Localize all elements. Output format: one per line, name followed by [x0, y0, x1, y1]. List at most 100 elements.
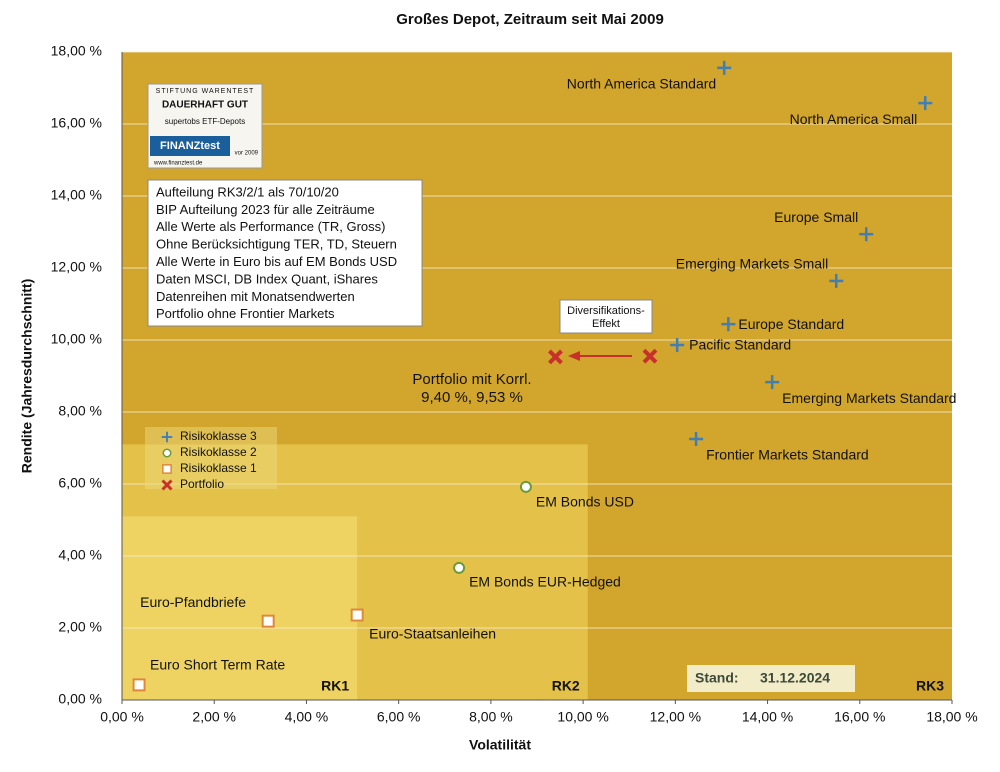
marker [132, 678, 146, 692]
y-tick-label: 8,00 % [58, 403, 102, 419]
point-label: Pacific Standard [689, 337, 791, 353]
x-tick-label: 16,00 % [834, 709, 885, 725]
x-tick-label: 6,00 % [377, 709, 421, 725]
marker [261, 614, 275, 628]
legend-label: Portfolio [180, 477, 224, 491]
marker-part [453, 561, 466, 574]
point-label: Europe Small [774, 209, 858, 225]
marker-part [132, 678, 146, 692]
marker-part [161, 479, 173, 491]
marker [642, 348, 658, 364]
note-line: Portfolio ohne Frontier Markets [156, 306, 335, 321]
marker [765, 375, 780, 390]
marker-part [162, 464, 172, 474]
point-label: North America Standard [567, 76, 716, 92]
note-line: Aufteilung RK3/2/1 als 70/10/20 [156, 184, 339, 199]
legend-label: Risikoklasse 2 [180, 445, 257, 459]
marks: North America Standard North America Smal… [132, 60, 956, 692]
portfolio-annotation: 9,40 %, 9,53 % [421, 389, 523, 406]
badge-subject: supertobs ETF-Depots [165, 117, 245, 126]
x-tick-label: 4,00 % [285, 709, 329, 725]
marker [717, 60, 732, 75]
marker [453, 561, 466, 574]
x-tick-label: 12,00 % [650, 709, 701, 725]
marker [350, 608, 364, 622]
portfolio-annotation: Portfolio mit Korrl. [412, 371, 531, 388]
zone-label: RK2 [552, 678, 580, 694]
point-label: Europe Standard [738, 316, 844, 332]
marker [161, 479, 173, 491]
x-tick-label: 18,00 % [926, 709, 977, 725]
y-tick-label: 14,00 % [51, 187, 102, 203]
stand-label: Stand: [695, 670, 739, 686]
y-tick-label: 4,00 % [58, 547, 102, 563]
point-label: Frontier Markets Standard [706, 447, 869, 463]
marker-part [350, 608, 364, 622]
marker-part [261, 614, 275, 628]
badge-brand-box [150, 136, 230, 156]
point-label: Emerging Markets Standard [782, 390, 956, 406]
diversification-box [559, 299, 653, 334]
note-line: Daten MSCI, DB Index Quant, iShares [156, 271, 378, 286]
point-label: Emerging Markets Small [676, 256, 829, 272]
marker-part [519, 480, 532, 493]
note-line: Datenreihen mit Monatsendwerten [156, 289, 355, 304]
marker [162, 464, 172, 474]
y-tick-label: 18,00 % [51, 43, 102, 59]
point-label: EM Bonds EUR-Hedged [469, 574, 621, 590]
marker [670, 338, 685, 353]
badge: STIFTUNG WARENTEST DAUERHAFT GUT superto… [147, 83, 263, 169]
point-label: EM Bonds USD [536, 494, 634, 510]
diversification-note: Diversifikations- [567, 305, 645, 317]
chart-title: Großes Depot, Zeitraum seit Mai 2009 [396, 11, 664, 28]
legend: Risikoklasse 3 Risikoklasse 2 Risikoklasse… [161, 429, 257, 491]
diversification-note: Effekt [592, 318, 620, 330]
notes: Aufteilung RK3/2/1 als 70/10/20 BIP Aufte… [156, 184, 397, 321]
arrow-head [568, 351, 580, 361]
x-tick-label: 10,00 % [557, 709, 608, 725]
marker-part [642, 348, 658, 364]
badge-brand: FINANZtest [160, 140, 220, 152]
zone-label: RK1 [321, 678, 349, 694]
marker [918, 96, 933, 111]
marker-part [548, 349, 563, 365]
marker [548, 349, 563, 365]
badge-rating: DAUERHAFT GUT [162, 100, 248, 111]
x-tick-label: 0,00 % [100, 709, 144, 725]
x-tick-label: 2,00 % [192, 709, 236, 725]
marker-part [162, 448, 172, 458]
note-line: Alle Werte als Performance (TR, Gross) [156, 219, 385, 234]
x-tick-label: 8,00 % [469, 709, 513, 725]
x-tick-label: 14,00 % [742, 709, 793, 725]
marker [161, 431, 173, 443]
y-tick-label: 0,00 % [58, 691, 102, 707]
marker [689, 432, 704, 446]
y-tick-label: 10,00 % [51, 331, 102, 347]
marker [519, 480, 532, 493]
badge-url: www.finanztest.de [153, 161, 203, 167]
zone-label: RK3 [916, 678, 944, 694]
y-tick-label: 6,00 % [58, 475, 102, 491]
note-line: BIP Aufteilung 2023 für alle Zeiträume [156, 202, 375, 217]
stand-box [687, 665, 855, 692]
marker [721, 317, 736, 332]
marker [162, 448, 172, 458]
note-line: Ohne Berücksichtigung TER, TD, Steuern [156, 237, 397, 252]
zone [122, 516, 358, 700]
x-axis-label: Volatilität [469, 737, 531, 753]
legend-label: Risikoklasse 3 [180, 429, 257, 443]
y-tick-label: 16,00 % [51, 115, 102, 131]
point-label: Euro Short Term Rate [150, 657, 285, 673]
zones: RK3 RK2 RK1 [122, 52, 952, 700]
stand-date: 31.12.2024 [760, 670, 830, 686]
marker [829, 273, 844, 288]
marker [859, 227, 874, 242]
y-axis-label: Rendite (Jahresdurchschnitt) [19, 279, 35, 473]
notes-box [147, 179, 423, 327]
point-label: Euro-Pfandbriefe [140, 594, 246, 610]
badge-date: vor 2009 [235, 151, 259, 157]
y-tick-label: 2,00 % [58, 619, 102, 635]
point-label: North America Small [790, 111, 918, 127]
